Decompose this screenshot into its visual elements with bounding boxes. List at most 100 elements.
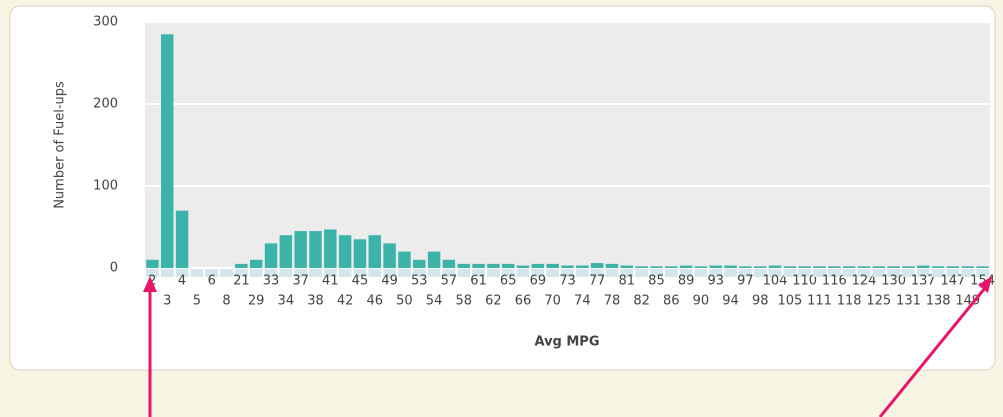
- x-tick-label: 6: [208, 274, 216, 289]
- x-tick-label: 73: [559, 274, 576, 289]
- x-tick-mark: [857, 269, 871, 277]
- x-tick-label: 131: [896, 294, 921, 309]
- x-tick-label: 21: [233, 274, 250, 289]
- x-tick-label: 97: [737, 274, 754, 289]
- bar: [813, 266, 826, 268]
- x-tick-mark: [383, 269, 397, 277]
- x-tick-mark: [234, 269, 248, 277]
- x-tick-label: 53: [411, 274, 428, 289]
- bar: [427, 251, 441, 268]
- x-tick-label: 41: [322, 274, 339, 289]
- bar: [872, 266, 886, 268]
- x-tick-label: 49: [381, 274, 398, 289]
- x-tick-label: 130: [881, 274, 906, 289]
- x-tick-mark: [694, 269, 708, 277]
- x-tick-label: 125: [866, 294, 891, 309]
- x-tick-mark: [398, 269, 411, 277]
- bar: [338, 235, 352, 268]
- x-tick-mark: [457, 269, 471, 277]
- x-tick-label: 82: [633, 294, 650, 309]
- x-tick-label: 85: [648, 274, 665, 289]
- bar: [264, 243, 278, 268]
- x-tick-mark: [146, 269, 159, 277]
- x-tick-mark: [709, 269, 723, 277]
- x-tick-mark: [249, 269, 263, 277]
- x-tick-mark: [827, 269, 841, 277]
- y-tick-label: 0: [110, 261, 118, 276]
- x-tick-mark: [353, 269, 367, 277]
- x-tick-mark: [620, 269, 634, 277]
- bar: [175, 210, 189, 268]
- bar: [828, 266, 841, 268]
- bar: [442, 259, 456, 268]
- x-tick-mark: [738, 269, 752, 277]
- bar: [857, 266, 871, 268]
- x-tick-mark: [368, 269, 382, 277]
- x-tick-label: 34: [278, 294, 295, 309]
- bar: [665, 266, 678, 268]
- x-tick-mark: [798, 269, 812, 277]
- bar: [961, 266, 974, 268]
- x-tick-mark: [516, 269, 530, 277]
- x-tick-label: 3: [163, 294, 171, 309]
- x-tick-mark: [205, 269, 219, 277]
- bar: [946, 266, 960, 268]
- x-tick-label: 137: [911, 274, 936, 289]
- x-tick-label: 111: [807, 294, 832, 309]
- x-tick-label: 66: [515, 294, 532, 309]
- x-tick-label: 78: [604, 294, 621, 309]
- bar: [353, 239, 367, 268]
- bar: [546, 263, 559, 268]
- x-tick-label: 57: [441, 274, 458, 289]
- x-tick-label: 42: [337, 294, 354, 309]
- bar: [768, 265, 782, 268]
- bar: [605, 263, 619, 268]
- x-tick-label: 8: [222, 294, 230, 309]
- bar: [620, 265, 634, 268]
- x-tick-label: 29: [248, 294, 265, 309]
- x-tick-mark: [916, 269, 930, 277]
- bar: [279, 235, 293, 268]
- x-tick-mark: [768, 269, 782, 277]
- x-tick-mark: [590, 269, 604, 277]
- bar: [724, 265, 737, 268]
- bar: [917, 265, 930, 268]
- x-tick-label: 104: [763, 274, 788, 289]
- x-tick-label: 61: [470, 274, 487, 289]
- x-tick-mark: [486, 269, 500, 277]
- x-tick-mark: [264, 269, 278, 277]
- x-tick-label: 90: [693, 294, 710, 309]
- x-tick-label: 81: [619, 274, 636, 289]
- bar: [753, 266, 767, 268]
- x-tick-label: 65: [500, 274, 517, 289]
- x-tick-label: 118: [837, 294, 862, 309]
- x-tick-mark: [309, 269, 322, 277]
- x-tick-label: 138: [926, 294, 951, 309]
- x-tick-label: 2: [148, 274, 156, 289]
- x-tick-mark: [605, 269, 619, 277]
- x-tick-mark: [561, 269, 574, 277]
- x-tick-label: 94: [722, 294, 739, 309]
- bar: [842, 266, 856, 268]
- x-tick-mark: [679, 269, 693, 277]
- bar: [739, 266, 752, 268]
- x-tick-mark: [872, 269, 886, 277]
- bar: [798, 266, 811, 268]
- x-tick-mark: [783, 269, 797, 277]
- bar: [576, 265, 589, 268]
- x-tick-label: 147: [941, 274, 966, 289]
- x-tick-label: 98: [752, 294, 769, 309]
- x-tick-label: 89: [678, 274, 695, 289]
- x-tick-label: 93: [707, 274, 724, 289]
- bar: [161, 34, 174, 268]
- bar: [249, 259, 263, 268]
- x-tick-label: 77: [589, 274, 606, 289]
- bar: [976, 266, 989, 268]
- bar: [487, 263, 500, 268]
- x-tick-label: 45: [352, 274, 369, 289]
- bar: [383, 243, 396, 268]
- x-tick-label: 33: [263, 274, 280, 289]
- bar: [472, 263, 485, 268]
- y-tick-label: 300: [93, 15, 118, 30]
- x-axis-label: Avg MPG: [534, 335, 599, 350]
